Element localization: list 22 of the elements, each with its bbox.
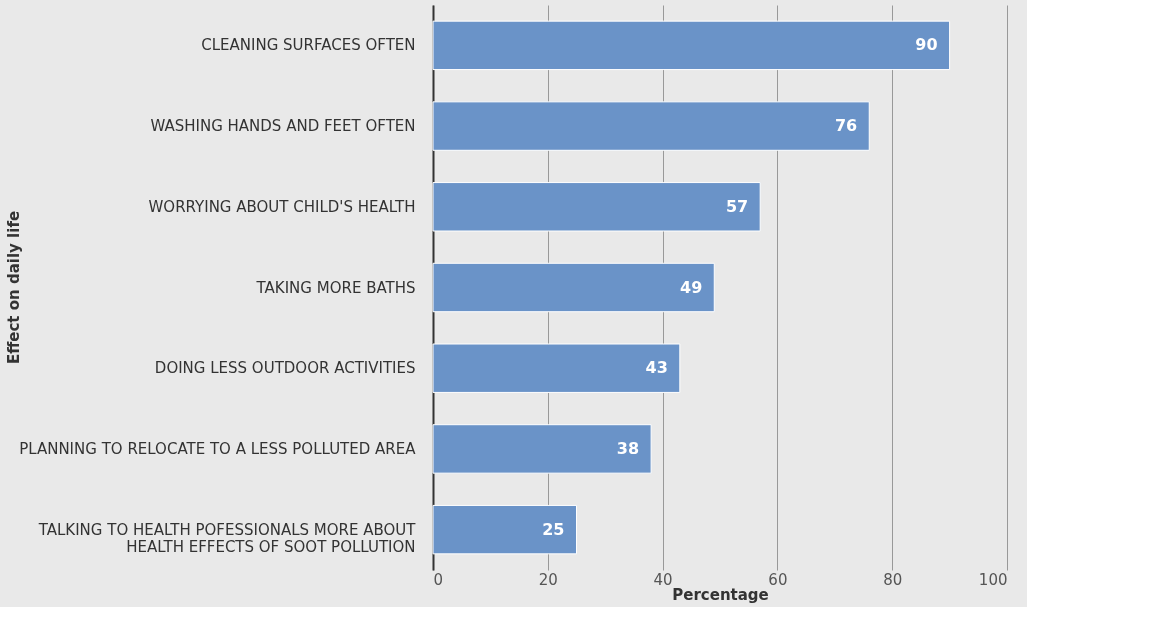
data-label: 43 [645,358,668,378]
x-tick-label: 80 [883,570,903,589]
y-tick-label: WORRYING ABOUT CHILD'S HEALTH [148,197,416,216]
x-tick-label: 60 [768,570,788,589]
data-label: 49 [679,277,703,297]
y-tick-label: TALKING TO HEALTH POFESSIONALS MORE ABOUT HEALTH EFFECTS OF SOOT POLLUTION [37,520,417,556]
y-tick-label: TAKING MORE BATHS [255,278,416,297]
data-label: 38 [616,438,640,458]
data-label: 57 [725,196,749,216]
x-tick-label: 40 [653,570,673,589]
x-axis-title: Percentage [672,585,769,604]
y-tick-label: CLEANING SURFACES OFTEN [201,36,416,55]
data-label: 76 [834,116,858,136]
y-tick-label: DOING LESS OUTDOOR ACTIVITIES [154,359,416,378]
y-axis-title: Effect on daily life [4,210,23,365]
y-tick-label: WASHING HANDS AND FEET OFTEN [150,117,416,136]
y-tick-label: PLANNING TO RELOCATE TO A LESS POLLUTED AREA [19,439,417,458]
data-label: 25 [542,519,565,539]
x-tick-label: 20 [538,570,558,589]
data-label: 90 [915,35,938,55]
x-tick-label: 100 [978,570,1008,589]
x-tick-label: 0 [433,570,444,589]
